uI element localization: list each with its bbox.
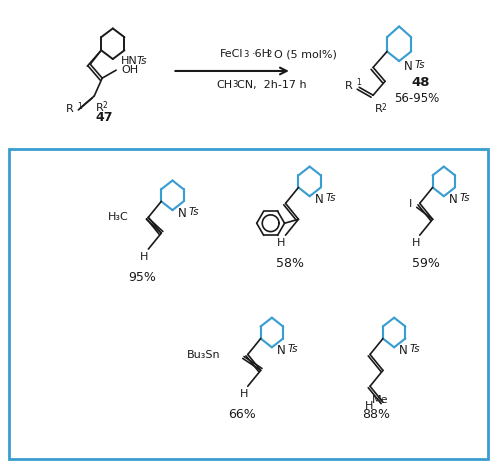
Text: Ts: Ts [326,193,336,203]
Text: O (5 mol%): O (5 mol%) [274,49,337,59]
Text: CH: CH [216,80,232,90]
Text: H₃C: H₃C [108,212,128,222]
Text: 1: 1 [356,78,361,87]
Text: H: H [365,401,373,411]
FancyBboxPatch shape [9,149,488,459]
Text: Ts: Ts [288,344,298,354]
Text: 2: 2 [381,103,386,112]
Text: R: R [96,103,104,113]
Text: 2: 2 [102,101,107,111]
Text: 3: 3 [244,50,248,58]
Text: H: H [277,238,286,248]
Text: I: I [409,199,413,209]
Text: HN: HN [121,56,138,66]
Text: R: R [66,104,74,114]
Text: 66%: 66% [228,409,256,421]
Text: R: R [375,104,383,114]
Text: N: N [277,344,286,357]
Text: N: N [404,59,413,72]
Text: Ts: Ts [188,207,199,217]
Text: ·6H: ·6H [252,49,271,59]
Text: 47: 47 [95,112,113,124]
Text: 48: 48 [412,77,430,89]
Text: N: N [449,193,458,205]
Text: Bu₃Sn: Bu₃Sn [187,350,221,361]
Text: Ts: Ts [137,56,147,66]
Text: 56-95%: 56-95% [394,92,440,105]
Text: OH: OH [121,65,138,75]
Text: 2: 2 [266,50,271,58]
Text: Me: Me [372,395,389,405]
Text: Ts: Ts [415,60,425,70]
Text: H: H [412,238,420,248]
Text: N: N [399,344,408,357]
Text: R: R [344,81,352,91]
Text: FeCl: FeCl [220,49,244,59]
Text: 95%: 95% [129,271,157,284]
Text: Ts: Ts [410,344,420,354]
Text: H: H [140,252,149,262]
Text: 88%: 88% [362,409,390,421]
Text: 58%: 58% [276,257,304,270]
Text: H: H [240,389,248,399]
Text: 3: 3 [232,80,238,89]
Text: N: N [177,206,186,219]
Text: Ts: Ts [460,193,470,203]
Text: 1: 1 [78,102,82,112]
Text: 59%: 59% [412,257,440,270]
Text: CN,  2h-17 h: CN, 2h-17 h [237,80,307,90]
Text: N: N [315,193,324,205]
